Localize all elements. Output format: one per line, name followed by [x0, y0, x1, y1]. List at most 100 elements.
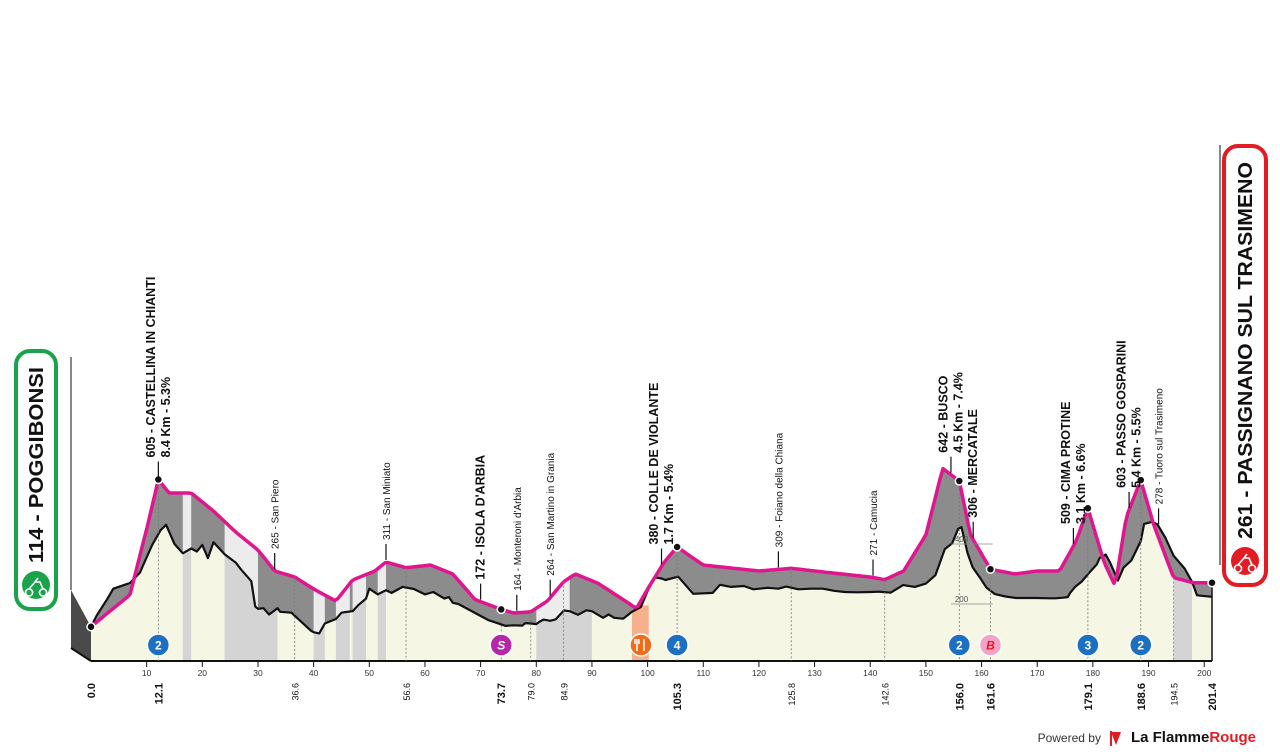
- gravel-top-0: [182, 493, 192, 554]
- route-point-4: [496, 604, 506, 615]
- flame-logo-icon: [1109, 730, 1121, 746]
- route-point-12: [1083, 503, 1093, 514]
- route-point-0: [86, 622, 96, 632]
- km-tick-label-200: 200: [1197, 668, 1211, 678]
- badge-text-4: 2: [956, 639, 963, 653]
- place-label-6-1: 1.7 Km - 5.4%: [662, 464, 676, 545]
- cyclist-icon: [1233, 553, 1257, 573]
- finish-label: 261 - PASSIGNANO SUL TRASIMENO: [1235, 162, 1257, 539]
- brand-footer: Powered by La FlammeRouge: [1038, 729, 1256, 746]
- place-label-11-1: 3.1 Km - 6.6%: [1074, 443, 1088, 524]
- place-label-8-0: 271 - Camucia: [869, 490, 880, 555]
- km-tick-label-90: 90: [587, 668, 597, 678]
- badge-kom-0: [146, 633, 171, 657]
- route-point-13: [1136, 475, 1146, 485]
- km-mark-label-8: 125.8: [787, 683, 797, 706]
- badge-kom-3: [665, 633, 689, 657]
- finish-flag: 261 - PASSIGNANO SUL TRASIMENO: [1222, 144, 1268, 587]
- elevation-tick-label-1: 400: [955, 535, 969, 544]
- badge-bonus-5: [978, 633, 1003, 657]
- route-point-7: [672, 542, 682, 552]
- km-tick-label-40: 40: [309, 668, 319, 678]
- badge-kom-7: [1129, 633, 1153, 657]
- km-mark-label-3: 56.6: [402, 683, 412, 701]
- km-tick-label-150: 150: [919, 668, 933, 678]
- gravel-top-3: [335, 583, 350, 619]
- gravel-sector-7: [1173, 577, 1192, 661]
- km-tick-label-70: 70: [476, 668, 486, 678]
- route-point-15: [1207, 577, 1217, 588]
- powered-by-label: Powered by: [1037, 730, 1101, 745]
- km-tick-label-10: 10: [142, 668, 152, 678]
- fork-knife-icon: [634, 639, 645, 651]
- route-line: [89, 466, 1212, 629]
- km-mark-label-1: 12.1: [153, 683, 165, 704]
- route-point-11: [985, 564, 996, 574]
- place-label-4-0: 164 - Monteroni d'Arbia: [513, 487, 524, 591]
- finish-cyclist-badge: [1231, 547, 1259, 575]
- brand-name: La FlammeRouge: [1131, 729, 1256, 746]
- badge-kom-6: [1076, 633, 1100, 657]
- km-tick-label-120: 120: [752, 668, 766, 678]
- gravel-top-2: [313, 589, 325, 634]
- start-cyclist-badge: [22, 571, 50, 599]
- gravel-top-5: [377, 562, 386, 595]
- badge-kom-4: [947, 633, 972, 657]
- place-label-7-0: 309 - Foiano della Chiana: [774, 432, 785, 547]
- place-label-11-0: 509 - CIMA PROTINE: [1059, 402, 1073, 524]
- badge-sprint-1: [489, 633, 513, 657]
- km-mark-label-14: 194.5: [1170, 683, 1180, 706]
- km-mark-label-11: 161.6: [985, 683, 997, 711]
- km-tick-label-140: 140: [863, 668, 877, 678]
- place-label-12-1: 5.4 Km - 5.5%: [1130, 407, 1144, 488]
- km-mark-label-9: 142.6: [881, 683, 891, 706]
- km-tick-label-160: 160: [974, 668, 988, 678]
- km-mark-label-6: 84.9: [560, 683, 570, 701]
- finish-flag-box: [1222, 144, 1268, 587]
- km-tick-label-130: 130: [807, 668, 821, 678]
- badge-text-1: S: [497, 639, 505, 653]
- cyclist-icon: [24, 577, 48, 597]
- elevation-tick-label-0: 200: [955, 595, 969, 604]
- badge-text-5: B: [986, 639, 995, 653]
- start-label: 114 - POGGIBONSI: [26, 367, 48, 563]
- gravel-top-4: [352, 574, 366, 612]
- base-line-left: [70, 647, 92, 662]
- km-tick-label-30: 30: [253, 668, 263, 678]
- badge-text-7: 2: [1137, 639, 1144, 653]
- km-mark-label-2: 36.6: [291, 683, 301, 701]
- gravel-top-1: [224, 521, 258, 609]
- place-label-6-0: 380 - COLLE DE VIOLANTE: [647, 383, 661, 545]
- badge-text-6: 3: [1085, 639, 1092, 653]
- place-label-2-0: 311 - San Miniato: [382, 462, 393, 540]
- badge-text-3: 4: [674, 639, 681, 653]
- km-tick-label-190: 190: [1141, 668, 1155, 678]
- mountain-top-outline: [90, 520, 1213, 635]
- km-tick-label-80: 80: [532, 668, 542, 678]
- km-tick-label-170: 170: [1030, 668, 1044, 678]
- place-label-10-0: 306 - MERCATALE: [966, 409, 980, 518]
- badge-text-0: 2: [155, 639, 162, 653]
- km-tick-label-20: 20: [198, 668, 208, 678]
- place-label-3-0: 172 - ISOLA D'ARBIA: [474, 455, 488, 580]
- place-label-0-0: 605 - CASTELLINA IN CHIANTI: [144, 277, 158, 458]
- place-label-13-0: 278 - Tuoro sul Trasimeno: [1155, 388, 1166, 505]
- km-tick-label-110: 110: [696, 668, 710, 678]
- km-mark-label-7: 105.3: [672, 683, 684, 711]
- km-mark-label-13: 188.6: [1136, 683, 1148, 711]
- place-label-9-0: 642 - BUSCO: [936, 375, 950, 452]
- badge-feed-2: [629, 633, 653, 657]
- km-tick-label-50: 50: [365, 668, 375, 678]
- start-flag-box: [14, 349, 58, 611]
- km-mark-label-15: 201.4: [1207, 682, 1219, 710]
- place-label-9-1: 4.5 Km - 7.4%: [951, 372, 965, 453]
- place-label-12-0: 603 - PASSO GOSPARINI: [1115, 340, 1129, 488]
- place-label-1-0: 265 - San Piero: [271, 479, 282, 549]
- km-mark-label-4: 73.7: [496, 683, 508, 704]
- brand-name-a: La Flamme: [1130, 729, 1210, 746]
- place-label-0-1: 8.4 Km - 5.3%: [159, 377, 173, 458]
- km-mark-label-0: 0.0: [86, 683, 98, 698]
- route-point-10: [954, 476, 965, 486]
- km-tick-label-100: 100: [641, 668, 655, 678]
